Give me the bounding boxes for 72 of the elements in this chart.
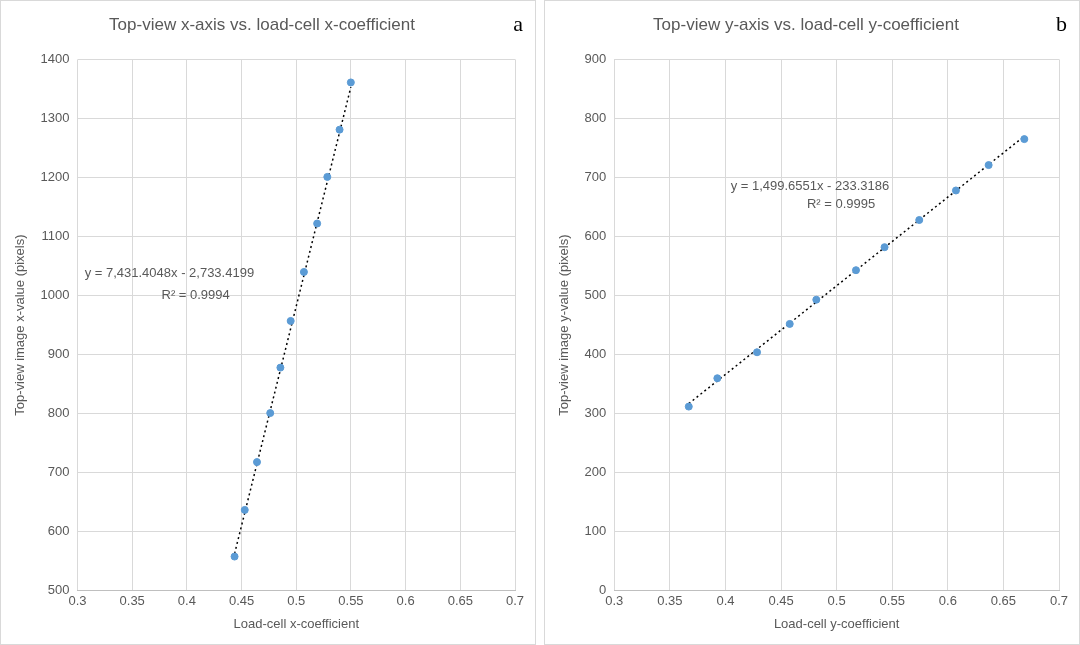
point — [984, 161, 993, 170]
x-tick-label: 0.3 — [68, 593, 87, 609]
y-tick-label: 600 — [584, 228, 607, 244]
x-tick-label: 0.7 — [1049, 593, 1069, 609]
y-tick-label: 500 — [47, 582, 70, 598]
x-tick-label: 0.55 — [338, 593, 364, 609]
y-tick-label: 1000 — [40, 287, 70, 303]
x-tick-label: 0.7 — [505, 593, 525, 609]
y-tick-label: 200 — [584, 464, 607, 480]
point — [915, 216, 924, 224]
x-tick-label: 0.5 — [827, 593, 846, 609]
y-tick-label: 300 — [584, 405, 607, 421]
point — [346, 78, 355, 87]
point — [812, 295, 821, 304]
x-tick-label: 0.4 — [716, 593, 735, 609]
y-tick-label: 1300 — [40, 110, 70, 126]
chart-title: Top-view x-axis vs. load-cell x-coefficient — [109, 14, 416, 34]
annotation: R² = 0.9995 — [806, 196, 876, 212]
point — [276, 363, 285, 372]
y-axis-title: Top-view image x-value (pixels) — [12, 234, 28, 416]
point — [785, 319, 794, 328]
point — [880, 243, 889, 252]
point — [753, 348, 762, 357]
y-tick-label: 600 — [47, 523, 70, 539]
annotation: y = 7,431.4048x - 2,733.4199 — [84, 265, 255, 281]
x-axis-title: Load-cell y-coefficient — [773, 615, 900, 631]
x-tick-label: 0.3 — [605, 593, 624, 609]
point — [951, 186, 960, 195]
point — [851, 266, 860, 275]
x-tick-label: 0.6 — [396, 593, 415, 609]
x-tick-label: 0.45 — [228, 593, 255, 609]
y-tick-label: 700 — [47, 464, 70, 480]
x-tick-label: 0.55 — [879, 593, 905, 609]
point — [230, 552, 239, 561]
point — [323, 172, 332, 181]
point — [313, 219, 322, 228]
x-tick-label: 0.65 — [447, 593, 473, 609]
y-tick-label: 1100 — [41, 228, 70, 244]
point — [713, 374, 722, 383]
y-axis-title: Top-view image y-value (pixels) — [556, 234, 572, 416]
point — [266, 409, 275, 418]
x-tick-label: 0.35 — [119, 593, 145, 609]
x-tick-label: 0.5 — [287, 593, 306, 609]
point — [240, 505, 249, 514]
chart-title: Top-view y-axis vs. load-cell y-coefficient — [653, 14, 960, 34]
y-tick-label: 0 — [599, 582, 607, 598]
y-tick-label: 700 — [584, 169, 607, 185]
point — [684, 402, 693, 411]
y-tick-label: 800 — [47, 405, 70, 421]
y-tick-label: 100 — [584, 523, 607, 539]
point — [253, 458, 261, 467]
x-tick-label: 0.65 — [990, 593, 1017, 609]
text: a — [513, 11, 524, 36]
y-tick-label: 900 — [47, 346, 70, 362]
point — [286, 316, 295, 325]
x-tick-label: 0.6 — [938, 593, 957, 609]
annotation: R² = 0.9994 — [161, 286, 230, 302]
point — [299, 267, 308, 276]
y-tick-label: 900 — [584, 50, 607, 66]
x-tick-label: 0.35 — [657, 593, 683, 609]
annotation: y = 1,499.6551x - 233.3186 — [730, 177, 890, 193]
x-tick-label: 0.4 — [177, 593, 196, 609]
y-tick-label: 1400 — [40, 50, 70, 66]
point — [335, 125, 344, 134]
y-tick-label: 800 — [584, 110, 607, 126]
x-axis-title: Load-cell x-coefficient — [233, 615, 360, 631]
y-tick-label: 400 — [584, 346, 607, 362]
text: b — [1056, 11, 1067, 36]
x-tick-label: 0.45 — [768, 593, 794, 609]
y-tick-label: 1200 — [40, 169, 70, 185]
y-tick-label: 500 — [584, 287, 607, 303]
point — [1020, 135, 1029, 144]
